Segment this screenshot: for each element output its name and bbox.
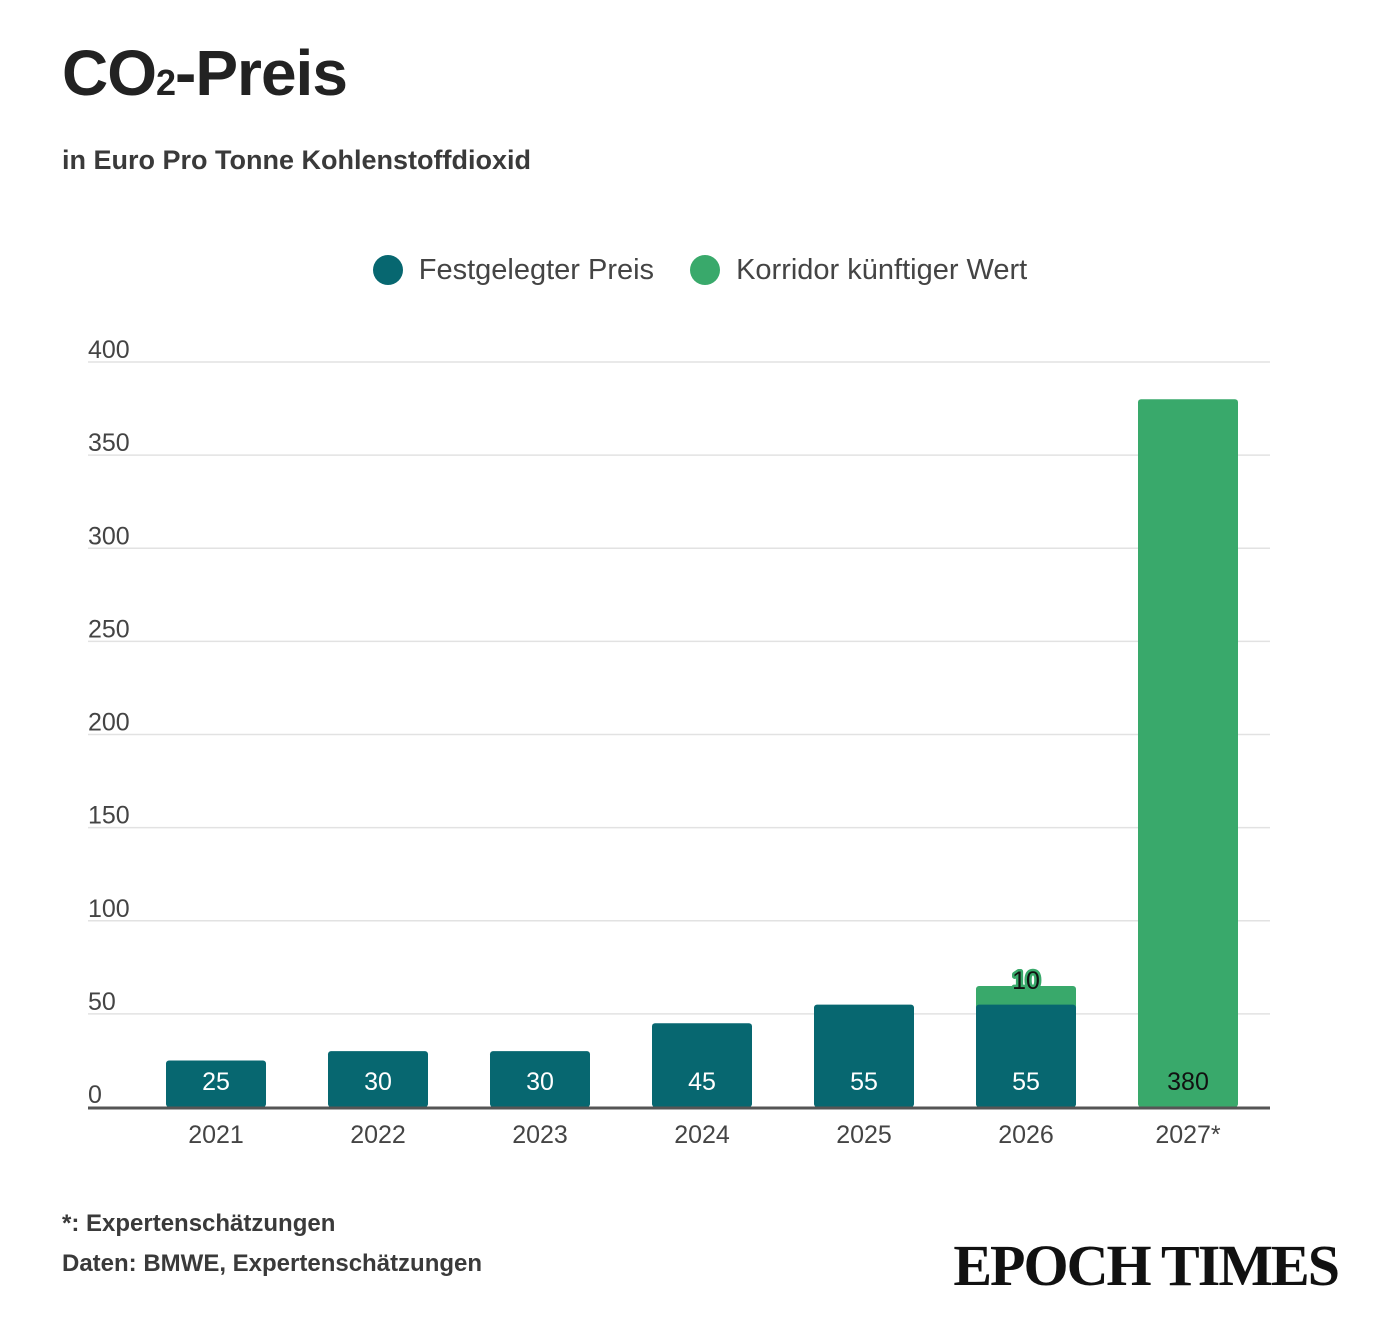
chart-subtitle: in Euro Pro Tonne Kohlenstoffdioxid (62, 145, 531, 175)
legend: Festgelegter Preis Korridor künftiger We… (0, 248, 1400, 292)
y-tick-label: 100 (88, 895, 130, 923)
chart-title: CO2-Preis (62, 37, 348, 109)
y-tick-label: 200 (88, 709, 130, 737)
legend-item-fixed: Festgelegter Preis (372, 253, 655, 287)
bar-festgelegt (652, 1023, 752, 1107)
legend-swatch-corridor (690, 255, 721, 285)
data-label-festgelegt: 30 (526, 1068, 554, 1096)
data-label-festgelegt: 25 (202, 1068, 230, 1096)
bar-korridor (1138, 399, 1238, 1107)
y-tick-label: 50 (88, 988, 116, 1016)
legend-label-corridor: Korridor künftiger Wert (736, 253, 1028, 286)
x-tick-label: 2026 (998, 1121, 1054, 1149)
y-tick-label: 300 (88, 522, 130, 550)
bar-festgelegt (976, 1004, 1076, 1107)
x-tick-label: 2024 (674, 1121, 730, 1149)
x-tick-label: 2025 (836, 1121, 892, 1149)
data-label-festgelegt: 55 (850, 1068, 878, 1096)
title-rest: -Preis (175, 37, 348, 109)
x-tick-label: 2027* (1155, 1121, 1221, 1149)
x-tick-label: 2022 (350, 1121, 406, 1149)
data-label-festgelegt: 55 (1012, 1068, 1040, 1096)
bar-chart: 0 50 100 150 200 250 300 350 400 25 2021 30 2022 30 20… (88, 336, 1270, 1149)
title-subscript: 2 (156, 62, 176, 103)
title-main: CO (62, 37, 157, 109)
data-label-korridor: 380 (1167, 1068, 1209, 1096)
source-note: Daten: BMWE, Expertenschätzungen (62, 1250, 483, 1277)
y-tick-label: 250 (88, 615, 130, 643)
footnote: *: Expertenschätzungen (62, 1210, 336, 1237)
legend-label-fixed: Festgelegter Preis (418, 253, 655, 286)
y-tick-label: 400 (88, 336, 130, 364)
bar-festgelegt (166, 1060, 266, 1107)
epoch-times-logo: EPOCH TIMES (953, 1233, 1340, 1298)
legend-swatch-fixed (372, 255, 403, 285)
x-tick-label: 2023 (512, 1121, 568, 1149)
bar-festgelegt (328, 1051, 428, 1107)
y-tick-label: 150 (88, 802, 130, 830)
data-label-korridor: 10 (1012, 967, 1040, 995)
x-tick-label: 2021 (188, 1121, 244, 1149)
y-tick-label: 0 (88, 1081, 102, 1109)
y-tick-label: 350 (88, 429, 130, 457)
legend-item-corridor: Korridor künftiger Wert (690, 254, 1027, 287)
data-label-festgelegt: 45 (688, 1068, 716, 1096)
data-label-festgelegt: 30 (364, 1068, 392, 1096)
bar-festgelegt (490, 1051, 590, 1107)
bar-festgelegt (814, 1004, 914, 1107)
